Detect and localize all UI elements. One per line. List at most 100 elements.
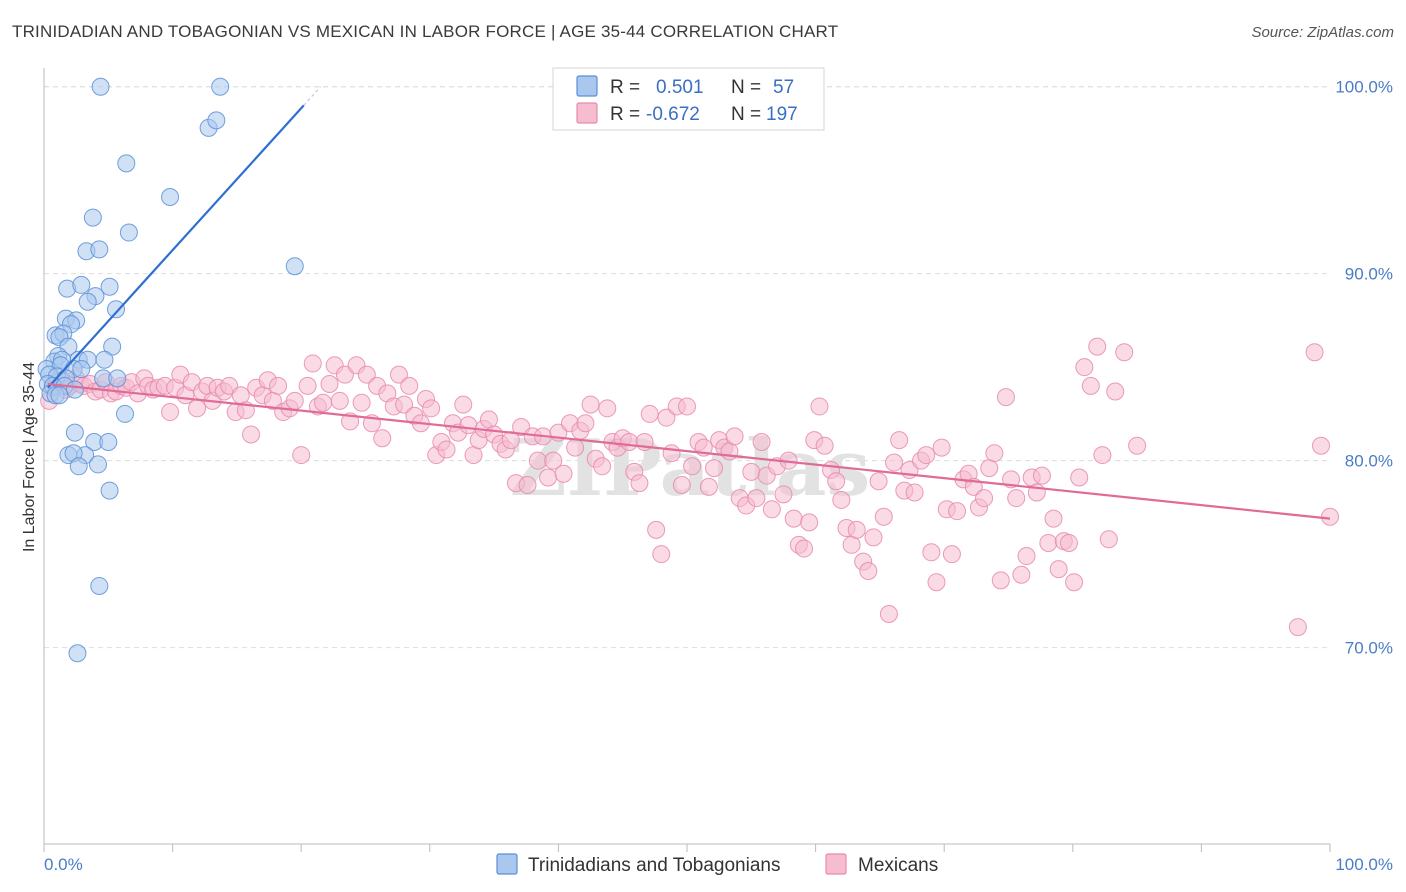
mexican-point	[1039, 533, 1058, 552]
mexican-point	[1305, 343, 1324, 362]
mexican-point	[395, 395, 414, 414]
mexican-point	[652, 545, 671, 564]
trinidadian-point	[90, 240, 109, 259]
trinidadian-point	[117, 154, 136, 173]
trinidadian-point	[89, 455, 108, 474]
mexican-point	[683, 457, 702, 476]
mexican-point	[1065, 573, 1084, 592]
mexican-point	[640, 404, 659, 423]
series-legend: Trinidadians and Tobagonians Mexicans	[496, 853, 938, 876]
trinidadian-point	[108, 369, 127, 388]
mexican-point	[815, 436, 834, 455]
trinidadian-point	[65, 380, 84, 399]
trinidadian-point	[100, 277, 119, 296]
mexican-point	[330, 391, 349, 410]
mexican-point	[518, 475, 537, 494]
y-tick-label: 100.0%	[1335, 78, 1393, 97]
mexican-point	[464, 446, 483, 465]
mexican-point	[566, 438, 585, 457]
trinidadian-point	[95, 350, 114, 369]
y-tick-label: 70.0%	[1345, 639, 1393, 658]
trinidadians-points	[37, 77, 304, 663]
mexican-point	[1070, 468, 1089, 487]
trinidadian-point	[72, 360, 91, 379]
mexican-point	[996, 388, 1015, 407]
mexican-point	[922, 543, 941, 562]
mexican-point	[1088, 337, 1107, 356]
trinidadian-point	[69, 457, 88, 476]
legend-swatch-pink	[576, 102, 598, 124]
trinidadian-point	[65, 423, 84, 442]
mexican-point	[932, 438, 951, 457]
mexican-point	[662, 444, 681, 463]
mexican-point	[598, 399, 617, 418]
mexican-point	[528, 451, 547, 470]
mexican-point	[869, 472, 888, 491]
mexican-point	[1032, 466, 1051, 485]
trinidadian-point	[50, 386, 69, 405]
mexican-point	[747, 489, 766, 508]
mexican-point	[161, 403, 180, 422]
legend-n-label-1: N =	[731, 77, 761, 98]
mexican-point	[927, 573, 946, 592]
mexican-point	[874, 507, 893, 526]
mexican-point	[917, 446, 936, 465]
mexican-point	[832, 490, 851, 509]
y-tick-label: 90.0%	[1345, 265, 1393, 284]
bottom-legend-swatch-blue	[496, 853, 518, 875]
mexican-point	[479, 410, 498, 429]
chart-source: Source: ZipAtlas.com	[1251, 24, 1394, 41]
x-ticks	[43, 844, 1331, 852]
mexican-point	[859, 561, 878, 580]
mexican-point	[1128, 436, 1147, 455]
mexican-point	[827, 472, 846, 491]
mexican-trend-line	[47, 382, 1331, 520]
trinidadian-point	[78, 292, 97, 311]
mexican-point	[672, 475, 691, 494]
mexican-point	[762, 500, 781, 519]
mexican-point	[705, 459, 724, 478]
mexican-point	[1049, 560, 1068, 579]
trinidadian-point	[207, 111, 226, 130]
chart-title: TRINIDADIAN AND TOBAGONIAN VS MEXICAN IN…	[12, 22, 839, 41]
mexican-point	[1081, 376, 1100, 395]
trinidadian-point	[161, 188, 180, 207]
mexican-point	[269, 376, 288, 395]
mexican-point	[620, 432, 639, 451]
mexican-point	[303, 354, 322, 373]
y-tick-label: 80.0%	[1345, 452, 1393, 471]
mexican-point	[890, 431, 909, 450]
mexican-point	[630, 474, 649, 493]
mexican-point	[1017, 547, 1036, 566]
trinidadian-trend-line	[47, 104, 305, 389]
trinidadian-point	[119, 223, 138, 242]
mexican-point	[357, 365, 376, 384]
mexican-point	[437, 440, 456, 459]
mexican-point	[784, 509, 803, 528]
mexican-point	[1099, 530, 1118, 549]
x-tick-label-min: 0.0%	[44, 855, 83, 874]
mexican-point	[454, 395, 473, 414]
correlation-legend: R = 0.501 N = 57 R = -0.672 N = 197	[552, 67, 825, 131]
legend-r-value-2: -0.672	[646, 104, 700, 125]
mexican-point	[373, 429, 392, 448]
trinidadian-trend-extension	[303, 86, 321, 106]
mexican-point	[554, 464, 573, 483]
legend-r-value-1: 0.501	[656, 77, 704, 98]
mexican-point	[991, 571, 1010, 590]
mexican-point	[352, 393, 371, 412]
mexican-point	[942, 545, 961, 564]
legend-swatch-blue	[576, 75, 598, 97]
mexican-point	[1012, 565, 1031, 584]
mexican-point	[188, 399, 207, 418]
trinidadian-point	[107, 300, 126, 319]
bottom-legend-swatch-pink	[825, 853, 847, 875]
mexican-point	[292, 446, 311, 465]
legend-n-label-2: N =	[731, 104, 761, 125]
mexican-point	[975, 489, 994, 508]
trinidadian-point	[285, 257, 304, 276]
mexican-point	[1311, 436, 1330, 455]
mexican-point	[231, 386, 250, 405]
mexican-point	[1115, 343, 1134, 362]
